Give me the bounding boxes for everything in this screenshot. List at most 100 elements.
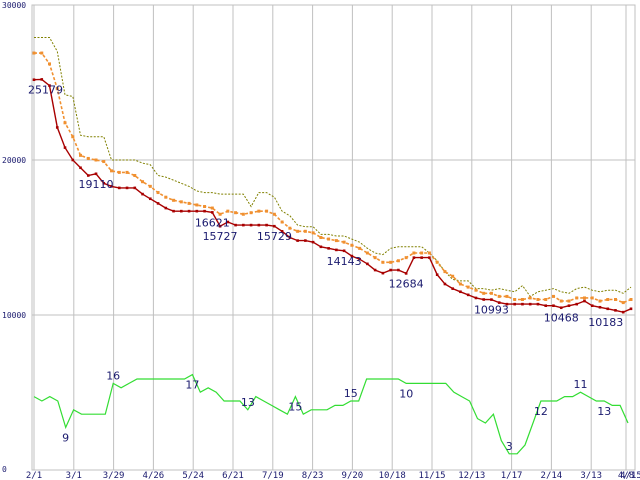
main-point	[404, 272, 408, 275]
main-point	[71, 158, 75, 162]
avg_mid-point	[288, 226, 292, 230]
avg_mid-point	[311, 231, 315, 235]
avg_mid-point	[94, 158, 98, 162]
main-point	[397, 268, 400, 272]
main-point	[505, 302, 509, 306]
y-tick-label: 20000	[2, 156, 26, 165]
avg_mid-point	[520, 298, 524, 301]
main-point	[172, 209, 175, 213]
y-tick-label: 30000	[2, 1, 26, 10]
x-tick-label: 4/8	[618, 471, 634, 480]
avg_mid-point	[319, 236, 323, 239]
avg_mid-point	[435, 260, 439, 264]
main-point	[567, 304, 571, 307]
avg_mid-point	[427, 251, 431, 255]
main-point	[474, 296, 478, 300]
main-point	[203, 209, 206, 213]
avg_mid-point	[71, 135, 75, 139]
x-tick-label: 10/18	[379, 471, 406, 480]
data-label: 19110	[79, 178, 114, 191]
main-point	[459, 290, 462, 294]
avg_mid-point	[389, 260, 393, 264]
main-point	[412, 256, 416, 259]
x-tick-label: 8/23	[302, 471, 324, 480]
main-point	[552, 304, 555, 307]
main-point	[497, 301, 501, 304]
avg_mid-point	[327, 237, 331, 241]
avg_mid-point	[110, 169, 114, 173]
avg_mid-point	[551, 294, 555, 298]
main-point	[257, 223, 261, 227]
main-point	[598, 305, 602, 309]
avg_mid-point	[48, 62, 52, 66]
main-point	[559, 306, 563, 310]
data-label: 3	[506, 440, 513, 453]
main-point	[381, 271, 385, 275]
avg_mid-point	[79, 153, 83, 157]
avg_mid-point	[497, 294, 501, 298]
avg_mid-point	[404, 256, 408, 260]
avg_upper-line	[34, 37, 632, 298]
main-point	[226, 220, 230, 224]
upper-series	[32, 37, 633, 314]
avg_mid-point	[187, 201, 191, 205]
avg_mid-point	[241, 212, 245, 216]
main-point	[141, 192, 144, 196]
main-point	[342, 249, 346, 253]
main-point	[55, 126, 59, 129]
data-label: 11	[573, 378, 587, 391]
data-label: 25179	[28, 84, 63, 97]
main-point	[335, 248, 338, 252]
avg_mid-point	[559, 299, 563, 303]
avg_mid-point	[210, 206, 214, 210]
main-point	[63, 146, 67, 149]
avg_mid-point	[334, 239, 338, 243]
x-tick-label: 5/24	[182, 471, 204, 480]
main-point	[156, 202, 160, 205]
main-point	[544, 304, 548, 307]
main-point	[296, 239, 299, 242]
avg_mid-point	[218, 212, 222, 216]
main-point	[451, 287, 454, 290]
main-point	[102, 181, 106, 185]
main-point	[435, 273, 439, 276]
x-tick-label: 2/1	[26, 471, 42, 480]
avg_mid-point	[172, 198, 176, 202]
avg_mid-point	[203, 205, 207, 208]
avg_mid-point	[513, 298, 517, 301]
avg_mid-point	[179, 200, 183, 204]
main-point	[117, 186, 121, 190]
main-line	[33, 78, 632, 313]
x-tick-label: 3/1	[66, 471, 82, 480]
main-point	[249, 223, 253, 227]
main-point	[79, 166, 82, 170]
main-point	[614, 309, 617, 312]
main-point	[218, 224, 222, 228]
main-point	[621, 310, 625, 314]
data-label: 12	[534, 405, 548, 418]
main-point	[482, 298, 485, 301]
main-point	[288, 236, 292, 239]
x-tick-label: 11/15	[418, 471, 445, 480]
avg_mid-point	[350, 243, 354, 247]
avg_mid-point	[365, 251, 369, 255]
main-point	[536, 302, 540, 306]
avg_mid-point	[598, 299, 602, 303]
main-point	[265, 223, 268, 227]
avg_mid-point	[86, 156, 90, 160]
main-point	[148, 197, 152, 201]
avg_mid-point	[257, 209, 261, 213]
data-label: 13	[597, 405, 611, 418]
main-point	[466, 293, 470, 297]
main-point	[133, 186, 137, 190]
main-point	[443, 282, 447, 286]
avg_mid-point	[40, 51, 44, 55]
avg_mid-point	[32, 51, 36, 55]
main-point	[350, 254, 354, 258]
main-point	[373, 268, 377, 272]
data-label: 16621	[195, 216, 230, 229]
grid	[31, 4, 636, 471]
main-point	[32, 78, 36, 82]
main-point	[40, 78, 44, 81]
